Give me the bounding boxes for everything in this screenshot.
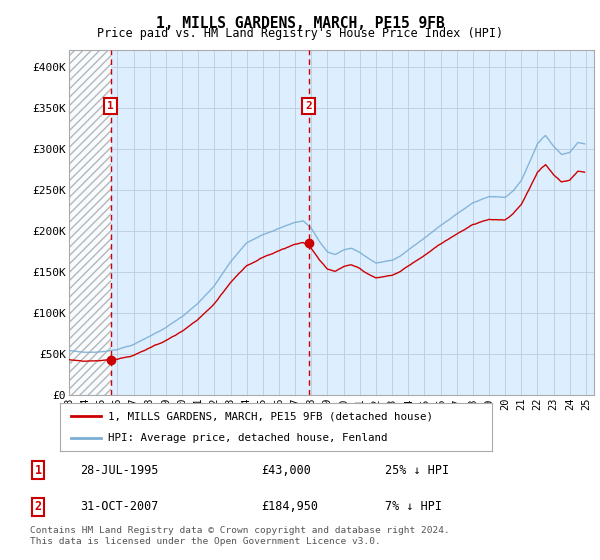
Text: 31-OCT-2007: 31-OCT-2007	[80, 500, 159, 514]
Text: Contains HM Land Registry data © Crown copyright and database right 2024.
This d: Contains HM Land Registry data © Crown c…	[30, 526, 450, 546]
Text: 1: 1	[35, 464, 41, 477]
Text: £43,000: £43,000	[261, 464, 311, 477]
Text: 1, MILLS GARDENS, MARCH, PE15 9FB: 1, MILLS GARDENS, MARCH, PE15 9FB	[155, 16, 445, 31]
Bar	[69, 50, 110, 395]
Text: 28-JUL-1995: 28-JUL-1995	[80, 464, 159, 477]
Text: 1, MILLS GARDENS, MARCH, PE15 9FB (detached house): 1, MILLS GARDENS, MARCH, PE15 9FB (detac…	[107, 411, 433, 421]
Text: HPI: Average price, detached house, Fenland: HPI: Average price, detached house, Fenl…	[107, 433, 387, 443]
Text: Price paid vs. HM Land Registry's House Price Index (HPI): Price paid vs. HM Land Registry's House …	[97, 27, 503, 40]
Text: 2: 2	[305, 101, 312, 111]
Text: £184,950: £184,950	[261, 500, 318, 514]
Text: 7% ↓ HPI: 7% ↓ HPI	[385, 500, 442, 514]
Text: 2: 2	[35, 500, 41, 514]
Text: 1: 1	[107, 101, 114, 111]
Text: 25% ↓ HPI: 25% ↓ HPI	[385, 464, 449, 477]
